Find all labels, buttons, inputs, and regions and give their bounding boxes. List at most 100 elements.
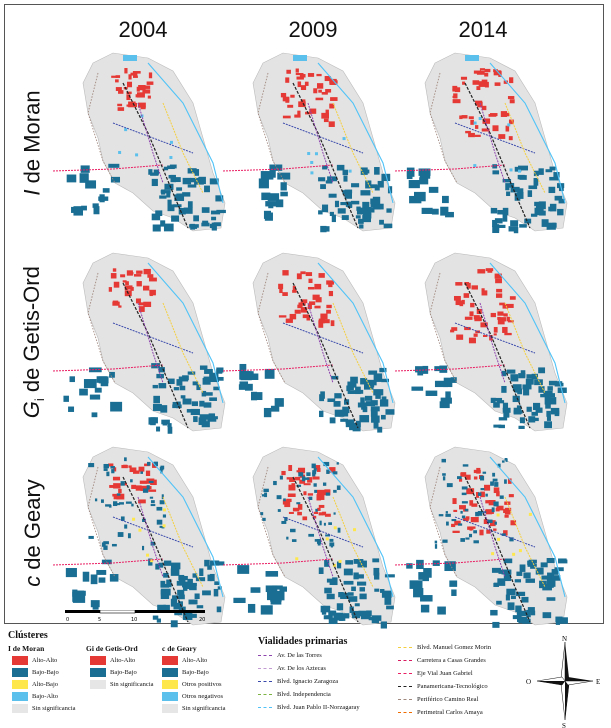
cluster-alto-alto bbox=[330, 320, 335, 327]
cluster-alto-alto bbox=[507, 96, 515, 100]
cluster-alto-alto bbox=[452, 95, 458, 98]
cluster-bajo-bajo bbox=[72, 594, 86, 603]
cluster-bajo-bajo bbox=[442, 539, 448, 543]
cluster-alto-alto bbox=[130, 286, 134, 291]
cluster-alto-alto bbox=[287, 493, 296, 497]
cluster-bajo-alto bbox=[507, 123, 511, 127]
cluster-alto-alto bbox=[455, 282, 463, 286]
legend-getis-label: Alto-Alto bbox=[110, 657, 136, 664]
cluster-bajo-bajo bbox=[280, 191, 288, 197]
cluster-bajo-bajo bbox=[518, 165, 529, 171]
cluster-bajo-bajo bbox=[178, 601, 183, 607]
cluster-bajo-bajo bbox=[264, 368, 275, 379]
cluster-otros-positivos bbox=[518, 549, 522, 553]
legend-geary-swatch bbox=[162, 680, 178, 689]
legend-road-label: Periférico Camino Real bbox=[417, 696, 479, 703]
cluster-bajo-bajo bbox=[515, 605, 522, 613]
cluster-bajo-bajo bbox=[239, 363, 247, 374]
cluster-bajo-bajo bbox=[167, 426, 173, 434]
cluster-bajo-alto bbox=[478, 116, 482, 120]
cluster-bajo-bajo bbox=[193, 215, 199, 222]
cluster-alto-alto bbox=[322, 511, 327, 516]
cluster-bajo-bajo bbox=[202, 220, 209, 226]
cluster-bajo-bajo bbox=[457, 476, 462, 480]
cluster-bajo-bajo bbox=[328, 617, 338, 625]
cluster-bajo-bajo bbox=[251, 391, 258, 401]
cluster-bajo-bajo bbox=[358, 610, 369, 617]
cluster-bajo-bajo bbox=[362, 201, 370, 209]
cluster-bajo-bajo bbox=[113, 501, 118, 507]
cluster-alto-alto bbox=[288, 465, 293, 471]
cluster-bajo-bajo bbox=[502, 178, 512, 183]
cluster-bajo-bajo bbox=[194, 169, 200, 176]
cluster-bajo-bajo bbox=[550, 407, 560, 415]
cluster-bajo-alto bbox=[118, 150, 122, 154]
cluster-bajo-bajo bbox=[353, 559, 364, 564]
road-periferico bbox=[87, 72, 116, 184]
cluster-bajo-bajo bbox=[333, 401, 341, 407]
cluster-alto-alto bbox=[279, 287, 283, 294]
cluster-alto-alto bbox=[321, 91, 328, 95]
cluster-alto-alto bbox=[123, 464, 128, 468]
cluster-alto-alto bbox=[463, 293, 470, 298]
cluster-bajo-bajo bbox=[490, 481, 494, 486]
cluster-bajo-bajo bbox=[176, 401, 181, 409]
cluster-alto-alto bbox=[499, 302, 506, 306]
cluster-bajo-bajo bbox=[518, 425, 525, 429]
road-de-las-torres bbox=[307, 496, 334, 578]
cluster-alto-alto bbox=[138, 102, 146, 108]
cluster-bajo-bajo bbox=[298, 472, 304, 477]
cluster-bajo-bajo bbox=[182, 586, 188, 591]
cluster-bajo-bajo bbox=[151, 213, 161, 221]
road-panamericana bbox=[464, 476, 531, 623]
cluster-bajo-bajo bbox=[190, 177, 199, 183]
cluster-alto-alto bbox=[297, 110, 301, 117]
cluster-bajo-bajo bbox=[192, 573, 198, 578]
cluster-bajo-bajo bbox=[526, 374, 533, 379]
road-periferico bbox=[257, 466, 286, 578]
cluster-bajo-bajo bbox=[501, 460, 505, 463]
cluster-bajo-bajo bbox=[93, 206, 100, 215]
cluster-bajo-bajo bbox=[516, 405, 522, 413]
cluster-bajo-bajo bbox=[493, 501, 499, 507]
cluster-alto-alto bbox=[120, 274, 126, 278]
cluster-bajo-bajo bbox=[360, 167, 368, 175]
cluster-alto-alto bbox=[130, 72, 138, 76]
road-juan-pablo bbox=[317, 456, 394, 598]
cluster-alto-alto bbox=[142, 89, 151, 94]
cluster-bajo-bajo bbox=[260, 512, 264, 516]
road-eje-vial bbox=[53, 164, 164, 172]
cluster-bajo-bajo bbox=[495, 397, 503, 401]
legend-road-item: Blvd. Ignacio Zaragoza bbox=[258, 678, 338, 685]
cluster-bajo-bajo bbox=[111, 543, 117, 547]
cluster-bajo-bajo bbox=[322, 482, 327, 486]
cluster-bajo-bajo bbox=[370, 409, 378, 417]
cluster-alto-alto bbox=[131, 484, 137, 489]
cluster-bajo-bajo bbox=[260, 605, 273, 615]
road-zaragoza bbox=[282, 516, 364, 548]
cluster-bajo-bajo bbox=[162, 514, 167, 518]
cluster-bajo-bajo bbox=[263, 407, 272, 418]
cluster-bajo-bajo bbox=[501, 385, 507, 393]
cluster-bajo-bajo bbox=[83, 379, 97, 389]
cluster-bajo-bajo bbox=[461, 501, 468, 504]
map-moran-2004 bbox=[53, 52, 226, 232]
cluster-bajo-bajo bbox=[150, 541, 156, 546]
cluster-bajo-bajo bbox=[265, 585, 278, 593]
cluster-alto-alto bbox=[329, 467, 336, 473]
cluster-alto-alto bbox=[452, 89, 456, 92]
cluster-bajo-bajo bbox=[244, 383, 253, 391]
cluster-bajo-bajo bbox=[262, 517, 266, 521]
city-base-area bbox=[252, 252, 396, 432]
legend-road-line-symbol bbox=[398, 673, 412, 674]
cluster-bajo-bajo bbox=[477, 511, 483, 516]
cluster-alto-alto bbox=[302, 516, 308, 521]
cluster-bajo-bajo bbox=[333, 612, 343, 621]
road-zaragoza bbox=[454, 322, 536, 354]
road-zaragoza bbox=[112, 122, 194, 154]
cluster-bajo-bajo bbox=[213, 588, 219, 597]
cluster-alto-alto bbox=[326, 280, 335, 285]
cluster-otros-positivos bbox=[333, 526, 337, 530]
cluster-bajo-bajo bbox=[313, 483, 317, 487]
scale-tick-10: 10 bbox=[131, 617, 137, 623]
